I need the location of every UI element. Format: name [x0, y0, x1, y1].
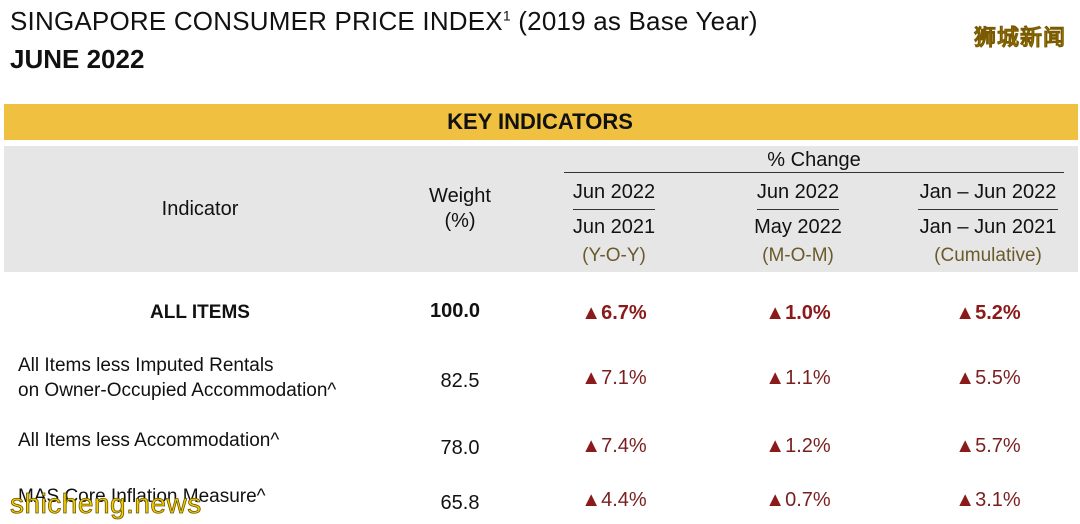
- up-arrow-icon: ▲: [765, 367, 786, 389]
- col-mom-bottom: May 2022: [754, 216, 842, 238]
- yoy-value: 7.1%: [601, 367, 647, 389]
- row-yoy-mas-core: ▲4.4%: [554, 489, 674, 512]
- row-weight-less-accommodation: 78.0: [440, 437, 480, 459]
- row-cum-less-accommodation: ▲5.7%: [928, 435, 1048, 458]
- header-indicator: Indicator: [161, 198, 239, 220]
- col-cum-note: (Cumulative): [934, 245, 1042, 266]
- yoy-value: 7.4%: [601, 435, 647, 457]
- col-mom-divider: [757, 209, 839, 210]
- up-arrow-icon: ▲: [955, 435, 976, 457]
- key-indicators-title: KEY INDICATORS: [447, 109, 633, 134]
- row-weight-all-items: 100.0: [429, 300, 481, 322]
- row-weight-less-imputed-rentals: 82.5: [440, 370, 480, 392]
- up-arrow-icon: ▲: [581, 367, 602, 389]
- header-weight-unit: (%): [444, 210, 476, 232]
- row-label-all-items: ALL ITEMS: [150, 302, 250, 323]
- col-yoy-bottom: Jun 2021: [572, 216, 656, 238]
- mom-value: 0.7%: [785, 489, 831, 511]
- table-header-background: [4, 146, 1078, 272]
- row-label-mas-core: MAS Core Inflation Measure^: [18, 486, 266, 507]
- mom-value: 1.1%: [785, 367, 831, 389]
- watermark-bottom-left: shicheng.news: [10, 488, 202, 520]
- title-text: SINGAPORE CONSUMER PRICE INDEX: [10, 6, 503, 36]
- title-footnote-marker: 1: [502, 7, 511, 24]
- col-cum-bottom: Jan – Jun 2021: [919, 216, 1057, 238]
- col-cum-top: Jan – Jun 2022: [919, 181, 1057, 203]
- row-yoy-less-imputed-rentals: ▲7.1%: [554, 367, 674, 390]
- row-weight-mas-core: 65.8: [440, 492, 480, 514]
- up-arrow-icon: ▲: [581, 489, 602, 511]
- header-pct-change: % Change: [767, 149, 861, 171]
- row-cum-mas-core: ▲3.1%: [928, 489, 1048, 512]
- col-yoy-note: (Y-O-Y): [582, 245, 646, 266]
- header-weight: Weight: [429, 185, 491, 207]
- up-arrow-icon: ▲: [765, 489, 786, 511]
- cum-value: 5.5%: [975, 367, 1021, 389]
- page-title: SINGAPORE CONSUMER PRICE INDEX1 (2019 as…: [10, 6, 758, 37]
- cum-value: 3.1%: [975, 489, 1021, 511]
- header-pct-change-rule: [564, 172, 1064, 173]
- up-arrow-icon: ▲: [955, 302, 976, 324]
- col-mom-note: (M-O-M): [762, 245, 834, 266]
- page-subtitle: JUNE 2022: [10, 44, 145, 74]
- row-label-less-imputed-rentals-line2: on Owner-Occupied Accommodation^: [18, 380, 337, 401]
- up-arrow-icon: ▲: [955, 367, 976, 389]
- row-yoy-all-items: ▲6.7%: [554, 302, 674, 325]
- cum-value: 5.7%: [975, 435, 1021, 457]
- row-label-less-imputed-rentals-line1: All Items less Imputed Rentals: [18, 355, 274, 376]
- row-cum-all-items: ▲5.2%: [928, 302, 1048, 325]
- mom-value: 1.2%: [785, 435, 831, 457]
- row-yoy-less-accommodation: ▲7.4%: [554, 435, 674, 458]
- yoy-value: 6.7%: [601, 302, 647, 324]
- up-arrow-icon: ▲: [581, 302, 602, 324]
- row-label-less-accommodation: All Items less Accommodation^: [18, 430, 280, 451]
- yoy-value: 4.4%: [601, 489, 647, 511]
- up-arrow-icon: ▲: [581, 435, 602, 457]
- row-cum-less-imputed-rentals: ▲5.5%: [928, 367, 1048, 390]
- col-yoy-top: Jun 2022: [572, 181, 656, 203]
- col-cum-divider: [918, 209, 1058, 210]
- row-mom-mas-core: ▲0.7%: [738, 489, 858, 512]
- key-indicators-band: [4, 104, 1078, 140]
- row-mom-less-accommodation: ▲1.2%: [738, 435, 858, 458]
- up-arrow-icon: ▲: [765, 435, 786, 457]
- col-yoy-divider: [573, 209, 655, 210]
- up-arrow-icon: ▲: [765, 302, 786, 324]
- up-arrow-icon: ▲: [955, 489, 976, 511]
- watermark-top-right: 狮城新闻: [973, 25, 1066, 51]
- row-mom-all-items: ▲1.0%: [738, 302, 858, 325]
- mom-value: 1.0%: [785, 302, 831, 324]
- title-suffix: (2019 as Base Year): [518, 6, 758, 36]
- cum-value: 5.2%: [975, 302, 1021, 324]
- col-mom-top: Jun 2022: [756, 181, 840, 203]
- row-mom-less-imputed-rentals: ▲1.1%: [738, 367, 858, 390]
